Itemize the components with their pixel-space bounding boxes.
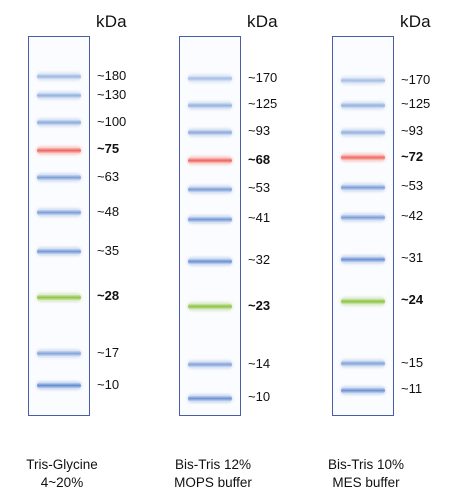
caption-line-2: 4~20%	[40, 475, 84, 490]
molecular-weight-label: ~75	[97, 141, 120, 157]
molecular-weight-label: ~14	[248, 355, 271, 371]
caption-line-2: MOPS buffer	[174, 475, 252, 490]
molecular-weight-label: ~125	[248, 96, 278, 112]
band-green	[341, 297, 385, 305]
caption-line-1: Tris-Glycine	[26, 457, 98, 472]
band-blue	[37, 92, 81, 100]
molecular-weight-label: ~130	[97, 86, 127, 102]
unit-label: kDa	[400, 12, 431, 31]
gel-panel-bis-tris-mops: kDa Bis-Tris 12% MOPS buffer ~170 ~125 ~93…	[171, 0, 311, 499]
band-green	[188, 303, 232, 311]
band-blue	[341, 213, 385, 221]
caption-line-1: Bis-Tris 12%	[174, 457, 251, 472]
band-blue	[341, 128, 385, 136]
unit-label: kDa	[247, 12, 278, 31]
band-green	[37, 293, 81, 301]
band-blue	[341, 255, 385, 263]
band-blue	[37, 248, 81, 256]
band-blue	[188, 128, 232, 136]
molecular-weight-label: ~93	[401, 123, 424, 138]
band-blue	[341, 101, 385, 109]
molecular-weight-label: ~53	[248, 180, 271, 195]
unit-label: kDa	[96, 12, 127, 31]
band-blue	[37, 119, 81, 126]
band-blue	[341, 77, 385, 85]
molecular-weight-label: ~180	[97, 67, 127, 83]
band-blue	[37, 174, 81, 182]
band-blue	[37, 209, 81, 217]
molecular-weight-label: ~28	[97, 288, 120, 304]
molecular-weight-label: ~32	[248, 252, 271, 268]
molecular-weight-label: ~93	[248, 123, 271, 138]
molecular-weight-label: ~42	[401, 208, 424, 224]
band-blue	[37, 73, 81, 81]
caption: Bis-Tris 10% MES buffer	[306, 456, 426, 492]
molecular-weight-label: ~100	[97, 113, 127, 129]
molecular-weight-label: ~68	[248, 151, 271, 167]
molecular-weight-label: ~10	[248, 389, 271, 404]
gel-lane	[179, 36, 241, 416]
band-blue	[37, 382, 81, 390]
molecular-weight-label: ~24	[401, 292, 424, 308]
molecular-weight-label: ~53	[401, 178, 424, 194]
gel-panel-tris-glycine: kDa Tris-Glycine 4~20% ~180 ~130 ~100 ~75 ~6…	[20, 0, 160, 499]
band-red	[188, 157, 232, 164]
band-blue	[341, 386, 385, 394]
molecular-weight-label: ~72	[401, 148, 424, 164]
molecular-weight-label: ~15	[401, 354, 424, 370]
gel-lane	[332, 36, 394, 416]
gel-lane	[28, 36, 90, 416]
band-red	[37, 146, 81, 154]
molecular-weight-label: ~31	[401, 250, 424, 266]
molecular-weight-label: ~23	[248, 297, 271, 313]
molecular-weight-label: ~48	[97, 203, 120, 219]
band-blue	[188, 215, 232, 223]
band-blue	[188, 361, 232, 369]
band-blue	[188, 257, 232, 265]
molecular-weight-label: ~35	[97, 242, 120, 258]
caption: Tris-Glycine 4~20%	[2, 456, 122, 492]
molecular-weight-label: ~17	[97, 344, 120, 360]
band-blue	[37, 350, 81, 358]
band-blue	[188, 185, 232, 193]
caption: Bis-Tris 12% MOPS buffer	[153, 456, 273, 492]
band-blue	[188, 394, 232, 402]
molecular-weight-label: ~10	[97, 376, 120, 392]
band-blue	[341, 183, 385, 191]
molecular-weight-label: ~11	[401, 381, 423, 397]
molecular-weight-label: ~125	[401, 96, 431, 112]
molecular-weight-label: ~41	[248, 210, 271, 226]
band-blue	[188, 75, 232, 83]
molecular-weight-label: ~170	[248, 69, 278, 85]
molecular-weight-label: ~170	[401, 71, 431, 87]
band-blue	[188, 101, 232, 109]
band-red	[341, 154, 385, 162]
gel-panel-bis-tris-mes: kDa Bis-Tris 10% MES buffer ~170 ~125 ~93 ~…	[324, 0, 449, 499]
molecular-weight-label: ~63	[97, 168, 120, 184]
caption-line-2: MES buffer	[332, 475, 400, 490]
caption-line-1: Bis-Tris 10%	[327, 457, 404, 472]
band-blue	[341, 360, 385, 368]
